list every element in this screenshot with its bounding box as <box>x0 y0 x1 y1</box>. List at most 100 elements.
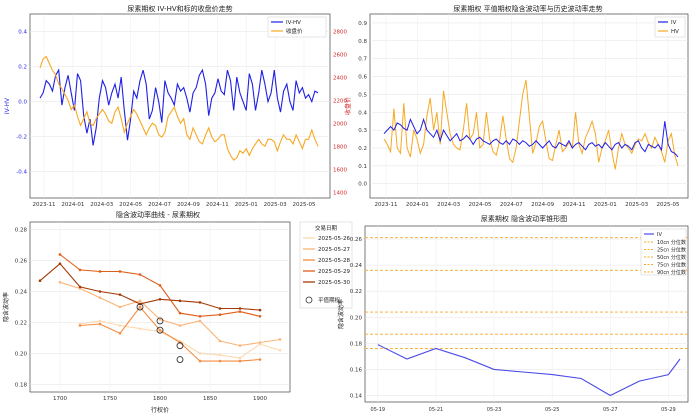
p3-legend-atm-label: 平值期权 <box>318 296 341 304</box>
p2-legend-hv: HV <box>671 29 679 35</box>
p3-point-2025-05-27 <box>98 296 102 300</box>
p3-point-2025-05-28 <box>158 328 162 332</box>
p3-point-2025-05-26 <box>278 348 282 352</box>
p4-xtick-label: 05-25 <box>545 407 560 413</box>
p3-point-2025-05-27 <box>198 319 202 323</box>
p4-series-iv-line <box>377 344 681 397</box>
p1-xtick-label: 2024-07 <box>148 202 171 208</box>
p1-xtick-label: 2024-01 <box>61 202 84 208</box>
p3-point-2025-05-28 <box>218 359 222 363</box>
panel-iv-smile-curves: 隐含波动率曲线 - 尿素期权 0.18 0.20 0.22 0.24 0.26 0.28 1… <box>2 210 353 414</box>
p3-legend-label: 2025-05-29 <box>318 269 350 275</box>
p3-point-2025-05-26 <box>218 353 222 357</box>
panel-atm-iv-vs-hv: 尿素期权 平值期权隐含波动率与历史波动率走势 0.0 0.1 0.2 0.3 0.4 0.… <box>358 4 689 208</box>
p1-xtick-label: 2024-05 <box>119 202 142 208</box>
p1-ytick-right-label: 2800 <box>333 29 347 35</box>
p3-point-2025-05-27 <box>118 305 122 309</box>
p2-ytick-label: 0.7 <box>358 57 367 63</box>
p3-atm-marker <box>156 326 164 334</box>
p3-point-2025-05-30 <box>158 297 162 301</box>
p4-xtick-label: 05-19 <box>371 407 386 413</box>
p4-ylabel: 隐含波动率 <box>337 299 345 329</box>
p4-ytick-label: 0.26 <box>350 237 363 243</box>
p1-ytick-left-label: 0.2 <box>18 65 27 71</box>
p2-xtick-label: 2025-05 <box>657 202 680 208</box>
p2-xtick-label: 2024-01 <box>406 202 429 208</box>
p3-atm-marker <box>136 303 144 311</box>
p3-point-2025-05-30 <box>178 299 182 303</box>
p4-title: 尿素期权 隐含波动率锥形图 <box>481 214 567 223</box>
p3-point-2025-05-27 <box>238 344 242 347</box>
p4-ytick-label: 0.20 <box>350 315 363 321</box>
p2-xtick-label: 2024-03 <box>437 202 460 208</box>
p2-ytick-label: 0.6 <box>358 75 367 81</box>
p3-point-2025-05-29 <box>118 270 122 273</box>
p3-point-2025-05-30 <box>218 307 222 310</box>
p1-legend: IV-HV 收盘价 <box>267 16 327 38</box>
p1-ytick-left-label: -0.2 <box>16 135 27 141</box>
p4-xtick-label: 05-23 <box>487 407 502 413</box>
p1-xtick-label: 2025-01 <box>235 202 258 208</box>
p1-ylabel-right: 收盘价 <box>344 97 352 115</box>
p4-legend-label: 50cn 分位数 <box>657 254 686 261</box>
p3-point-2025-05-27 <box>58 280 62 284</box>
p2-legend: IV HV <box>654 16 686 38</box>
p1-ytick-right-label: 2600 <box>333 52 347 58</box>
p2-ytick-label: 0.2 <box>358 146 367 152</box>
p4-plot-frame <box>364 225 689 403</box>
p3-xtick-label: 1700 <box>53 396 67 402</box>
p2-ytick-label: 0.4 <box>358 110 367 116</box>
p3-point-2025-05-27 <box>278 338 282 341</box>
p3-point-2025-05-26 <box>138 327 142 330</box>
p2-xtick-label: 2025-01 <box>594 202 617 208</box>
p3-point-2025-05-30 <box>98 290 102 293</box>
p4-legend-label: 10cn 分位数 <box>657 239 686 246</box>
p2-xtick-label: 2024-07 <box>500 202 523 208</box>
p2-xtick-label: 2023-11 <box>375 202 398 208</box>
p2-ytick-label: 0.3 <box>358 128 367 134</box>
p3-point-2025-05-30 <box>78 285 82 289</box>
p3-point-2025-05-30 <box>238 307 242 310</box>
p3-legend-title: 交易日期 <box>315 224 338 232</box>
p2-plot-frame <box>369 13 689 199</box>
p3-point-2025-05-30 <box>38 279 42 283</box>
p1-series-iv-hv-line <box>39 68 319 146</box>
p4-xtick-label: 05-27 <box>603 407 618 413</box>
p1-plot-frame <box>29 13 331 199</box>
p3-point-2025-05-28 <box>98 322 102 326</box>
p4-xtick-label: 05-29 <box>661 407 676 413</box>
p2-legend-iv: IV <box>671 20 677 26</box>
p1-ytick-left-label: -0.4 <box>16 170 27 176</box>
p3-point-2025-05-29 <box>198 314 202 318</box>
p2-ytick-label: 0.8 <box>358 39 367 45</box>
p3-xtick-label: 1850 <box>203 396 217 402</box>
p3-ylabel: 隐含波动率 <box>2 292 10 322</box>
p3-xtick-label: 1750 <box>103 396 117 402</box>
p3-point-2025-05-30 <box>198 301 202 304</box>
p2-ytick-label: 0.9 <box>358 21 367 27</box>
p3-xtick-label: 1800 <box>153 396 167 402</box>
p3-atm-marker <box>156 317 164 325</box>
p3-point-2025-05-29 <box>78 268 82 272</box>
p3-xtick-label: 1900 <box>253 396 267 402</box>
p1-ytick-left-label: 0.0 <box>18 100 27 106</box>
p1-ylabel-left: IV-HV <box>4 97 11 114</box>
p1-ytick-right-label: 2000 <box>333 121 347 127</box>
p3-series-line-2025-05-27 <box>59 281 281 347</box>
p3-point-2025-05-28 <box>238 359 242 363</box>
p1-xtick-label: 2024-11 <box>206 202 229 208</box>
p4-legend-label: 90cn 分位数 <box>657 269 686 276</box>
p3-point-2025-05-29 <box>98 270 102 273</box>
p1-xtick-label: 2025-03 <box>264 202 287 208</box>
p3-point-2025-05-30 <box>58 262 62 266</box>
p3-point-2025-05-28 <box>258 358 262 361</box>
p2-xtick-label: 2024-09 <box>531 202 554 208</box>
p4-ytick-label: 0.24 <box>350 263 363 269</box>
p3-point-2025-05-29 <box>258 314 262 318</box>
p3-point-2025-05-28 <box>198 359 202 363</box>
p3-point-2025-05-30 <box>258 308 262 312</box>
p1-xtick-label: 2025-05 <box>293 202 316 208</box>
p3-legend-label: 2025-05-28 <box>318 258 350 264</box>
